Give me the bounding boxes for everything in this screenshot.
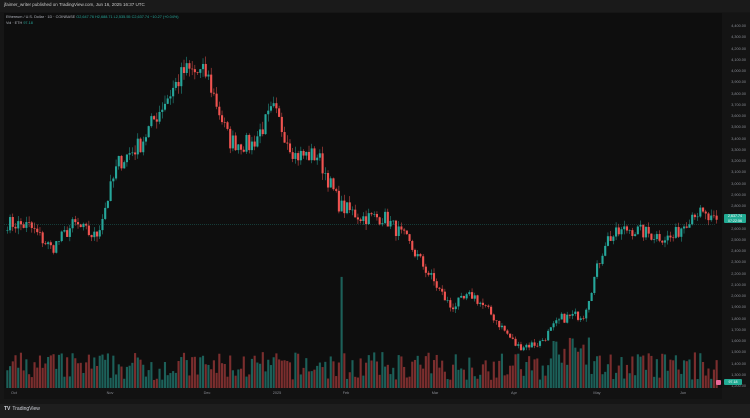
chart-header: jfaimer_writer published on TradingView.… xyxy=(0,0,750,12)
legend-symbol-row: Ethereum / U.S. Dollar · 1D · COINBASE O… xyxy=(6,14,178,20)
price-tick: 3,500.00 xyxy=(731,125,746,130)
candlestick-chart xyxy=(4,56,718,388)
legend-symbol: Ethereum / U.S. Dollar · 1D · COINBASE xyxy=(6,15,76,19)
current-price-badge: 2,637.74 07:22:56 xyxy=(724,214,746,223)
time-tick: Dec xyxy=(203,391,211,395)
price-tick: 3,700.00 xyxy=(731,102,746,107)
price-tick: 3,600.00 xyxy=(731,114,746,118)
price-tick: 1,500.00 xyxy=(731,350,746,355)
time-axis[interactable]: Oct Nov Dec 2025 Feb Mar Apr May Jun xyxy=(4,388,722,399)
price-axis[interactable]: 4,400.00 4,300.00 4,200.00 4,100.00 4,000.00… xyxy=(722,13,750,388)
price-tick: 4,200.00 xyxy=(731,46,746,51)
legend-volume-row: Vol · ETH 97.18 xyxy=(6,20,178,26)
price-tick: 3,400.00 xyxy=(731,136,746,141)
price-tick: 2,400.00 xyxy=(731,249,746,253)
price-tick: 4,100.00 xyxy=(731,57,746,62)
price-tick: 2,500.00 xyxy=(731,237,746,242)
footer-brand: TV TradingView xyxy=(4,406,40,412)
price-tick: 4,300.00 xyxy=(731,35,746,40)
current-price: 2,637.74 xyxy=(728,214,742,218)
price-tick: 3,800.00 xyxy=(731,91,746,96)
price-tick: 3,000.00 xyxy=(731,181,746,186)
price-tick: 1,600.00 xyxy=(731,339,746,343)
time-tick: Mar xyxy=(431,391,439,395)
calendar-icon[interactable] xyxy=(716,380,721,385)
countdown: 07:22:56 xyxy=(728,218,742,223)
price-tick: 2,000.00 xyxy=(731,294,746,298)
volume-badge: 97.18 xyxy=(724,379,742,385)
time-tick: Jun xyxy=(679,391,687,395)
price-tick: 2,300.00 xyxy=(731,260,746,265)
price-tick: 4,400.00 xyxy=(731,24,746,28)
time-tick: Nov xyxy=(106,391,114,395)
legend-volume-value: 97.18 xyxy=(23,21,33,25)
price-tick: 1,200.00 xyxy=(731,384,746,388)
price-tick: 2,200.00 xyxy=(731,271,746,276)
price-tick: 1,800.00 xyxy=(731,316,746,321)
legend-ohlc: O2,647.76 H2,688.71 L2,535.55 C2,637.74 … xyxy=(76,15,179,19)
price-tick: 2,800.00 xyxy=(731,204,746,208)
price-tick: 3,300.00 xyxy=(731,147,746,152)
price-tick: 3,100.00 xyxy=(731,170,746,175)
chart-plot-area[interactable] xyxy=(4,13,722,388)
time-tick: 2025 xyxy=(272,391,282,395)
published-text: jfaimer_writer published on TradingView.… xyxy=(4,2,145,7)
price-tick: 1,700.00 xyxy=(731,327,746,332)
price-tick: 3,900.00 xyxy=(731,80,746,85)
price-tick: 3,200.00 xyxy=(731,159,746,163)
price-tick: 2,100.00 xyxy=(731,282,746,287)
legend-volume-label: Vol · ETH xyxy=(6,21,23,25)
tv-logo-icon: TV xyxy=(4,406,11,412)
chart-legend: Ethereum / U.S. Dollar · 1D · COINBASE O… xyxy=(6,14,178,26)
price-tick: 4,000.00 xyxy=(731,69,746,73)
time-tick: Apr xyxy=(511,391,517,395)
brand-name: TradingView xyxy=(12,406,40,412)
time-tick: May xyxy=(593,391,601,395)
price-tick: 1,300.00 xyxy=(731,372,746,377)
price-tick: 1,900.00 xyxy=(731,305,746,310)
time-tick: Oct xyxy=(11,391,17,395)
price-tick: 2,600.00 xyxy=(731,226,746,231)
time-tick: Feb xyxy=(342,391,350,395)
price-tick: 2,900.00 xyxy=(731,192,746,197)
price-tick: 1,400.00 xyxy=(731,361,746,366)
